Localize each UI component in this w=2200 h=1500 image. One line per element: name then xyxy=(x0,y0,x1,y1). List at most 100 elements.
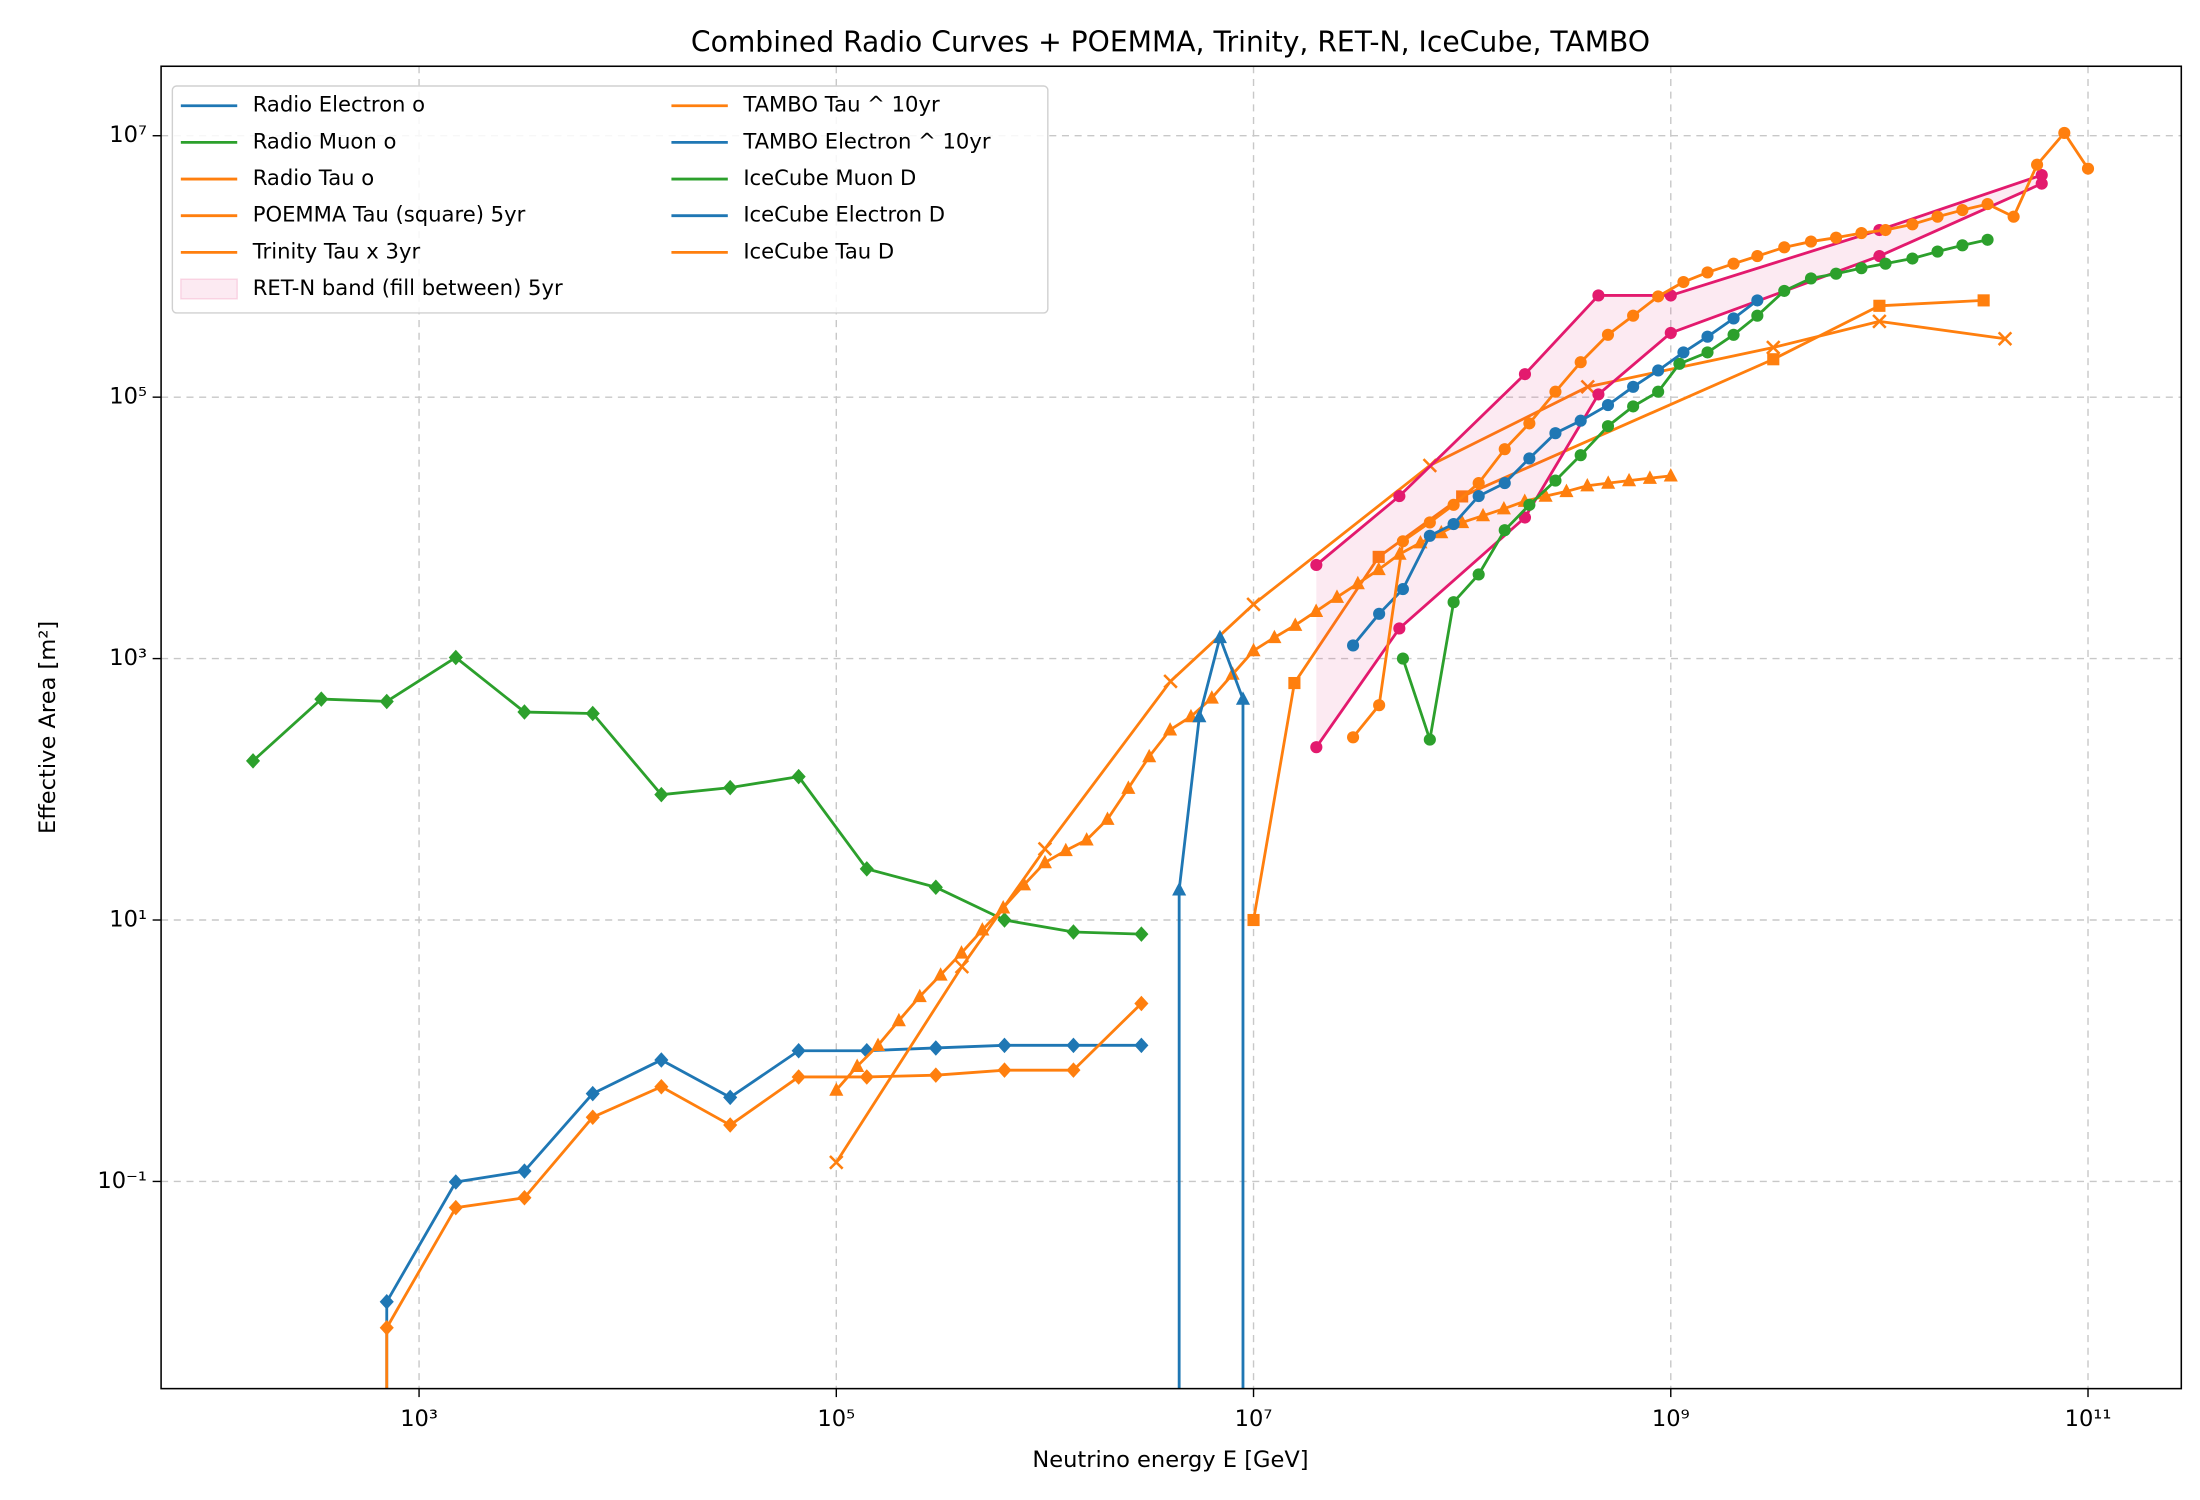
data-point xyxy=(1396,652,1409,665)
data-point xyxy=(1727,312,1740,325)
data-point xyxy=(448,1174,463,1190)
data-point xyxy=(654,786,669,803)
data-point xyxy=(928,879,943,896)
data-point xyxy=(1163,674,1178,689)
data-point xyxy=(1392,546,1407,560)
data-point xyxy=(1247,913,1260,927)
x-tick-label: 10⁷ xyxy=(1235,1406,1273,1432)
data-point xyxy=(517,1163,532,1179)
data-point xyxy=(1592,388,1605,401)
data-point xyxy=(1751,250,1764,263)
data-point xyxy=(1627,380,1640,393)
data-point xyxy=(1677,346,1690,359)
data-point xyxy=(1701,330,1714,343)
data-point xyxy=(1981,233,1994,246)
data-point xyxy=(2007,210,2020,223)
data-point xyxy=(1134,995,1149,1012)
data-point xyxy=(859,861,874,877)
data-point xyxy=(933,967,948,981)
data-point xyxy=(1447,596,1460,609)
data-point xyxy=(1472,490,1485,503)
data-point xyxy=(1393,490,1406,503)
data-point xyxy=(245,753,261,769)
data-point xyxy=(1192,708,1207,723)
band-fill xyxy=(1316,175,2042,748)
data-point xyxy=(723,779,738,796)
data-point xyxy=(1423,733,1436,746)
data-point xyxy=(791,1042,806,1059)
data-point xyxy=(1079,832,1094,846)
data-point xyxy=(2031,158,2044,171)
data-point xyxy=(1373,607,1386,620)
plot-area xyxy=(245,126,2095,1389)
data-point xyxy=(1677,275,1690,289)
data-point xyxy=(791,768,806,785)
data-point xyxy=(1906,218,1919,231)
data-point xyxy=(1100,811,1115,825)
data-point xyxy=(1498,443,1511,456)
data-point xyxy=(1423,529,1436,542)
data-point xyxy=(1066,924,1081,940)
data-point xyxy=(1523,452,1536,465)
data-point xyxy=(1246,597,1261,612)
data-point xyxy=(1601,328,1615,341)
data-point xyxy=(1037,854,1052,869)
data-point xyxy=(1664,326,1677,339)
y-tick-label: 10⁵ xyxy=(109,384,147,410)
data-point xyxy=(654,1052,669,1068)
legend-label: IceCube Tau D xyxy=(743,238,894,263)
legend-label: Trinity Tau x 3yr xyxy=(252,238,421,263)
x-tick-label: 10⁵ xyxy=(817,1406,855,1432)
data-point xyxy=(1931,245,1944,258)
data-point xyxy=(829,1082,844,1096)
data-point xyxy=(1627,400,1640,413)
data-point xyxy=(1423,516,1436,529)
legend-label: TAMBO Tau ^ 10yr xyxy=(742,92,940,117)
x-tick-label: 10⁹ xyxy=(1652,1406,1690,1432)
data-point xyxy=(1601,420,1615,433)
data-point xyxy=(1622,472,1637,487)
data-point xyxy=(1601,399,1615,412)
data-point xyxy=(723,1117,738,1133)
data-point xyxy=(1559,483,1574,498)
data-point xyxy=(1956,239,1969,252)
data-point xyxy=(1879,257,1892,270)
data-point xyxy=(1204,690,1219,704)
y-tick-label: 10⁷ xyxy=(109,122,147,148)
data-point xyxy=(1627,309,1640,322)
data-point xyxy=(585,1085,600,1102)
data-point xyxy=(1447,498,1460,511)
data-point xyxy=(1701,346,1714,359)
data-point xyxy=(850,1058,865,1072)
data-point xyxy=(1310,741,1323,754)
y-tick-label: 10³ xyxy=(109,645,147,671)
data-point xyxy=(1017,877,1032,891)
data-point xyxy=(1246,642,1261,657)
data-point xyxy=(1396,583,1409,596)
data-point xyxy=(1472,568,1485,581)
data-point xyxy=(1475,507,1491,522)
data-point xyxy=(1523,498,1536,511)
data-point xyxy=(1498,524,1511,537)
data-point xyxy=(996,900,1011,914)
legend-swatch xyxy=(180,278,238,300)
data-point xyxy=(891,1012,906,1027)
data-point xyxy=(1652,364,1665,377)
data-point xyxy=(1212,629,1227,644)
data-point xyxy=(1549,427,1562,440)
data-point xyxy=(1373,699,1386,712)
data-point xyxy=(2035,169,2048,182)
data-point xyxy=(1538,488,1553,502)
data-point xyxy=(1830,231,1843,244)
data-point xyxy=(1727,328,1740,341)
data-point xyxy=(2081,162,2095,175)
y-tick-label: 10¹ xyxy=(109,907,147,933)
data-point xyxy=(1350,575,1365,590)
data-point xyxy=(1121,780,1136,794)
data-point xyxy=(1804,272,1818,285)
legend-box xyxy=(171,85,1049,314)
data-point xyxy=(314,691,329,707)
legend-label: TAMBO Electron ^ 10yr xyxy=(742,128,991,153)
data-point xyxy=(1498,477,1511,490)
data-point xyxy=(1879,223,1892,237)
